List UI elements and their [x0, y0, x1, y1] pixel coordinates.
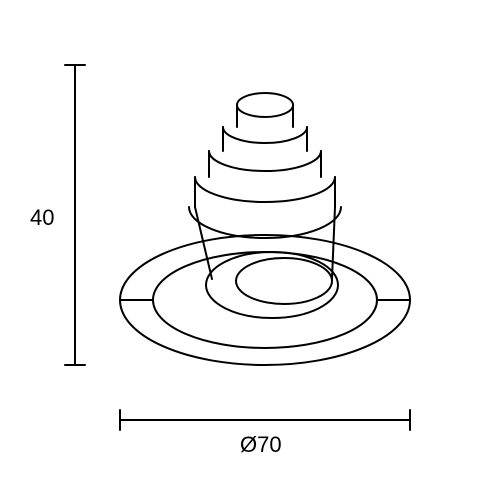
height-dimension-label: 40 [30, 205, 54, 231]
technical-drawing [0, 0, 500, 500]
diameter-dimension-label: Ø70 [240, 432, 282, 458]
